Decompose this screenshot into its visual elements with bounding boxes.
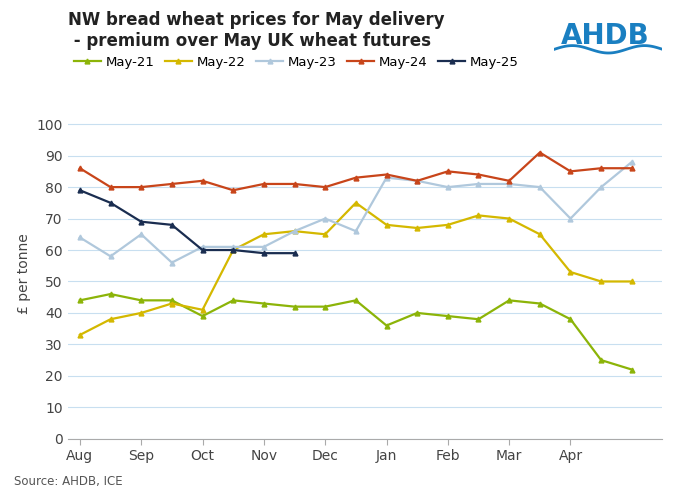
Text: NW bread wheat prices for May delivery
 - premium over May UK wheat futures: NW bread wheat prices for May delivery -… [68, 11, 444, 50]
Y-axis label: £ per tonne: £ per tonne [17, 233, 31, 314]
Legend: May-21, May-22, May-23, May-24, May-25: May-21, May-22, May-23, May-24, May-25 [74, 56, 519, 69]
Text: AHDB: AHDB [561, 22, 650, 50]
Text: Source: AHDB, ICE: Source: AHDB, ICE [14, 475, 122, 488]
